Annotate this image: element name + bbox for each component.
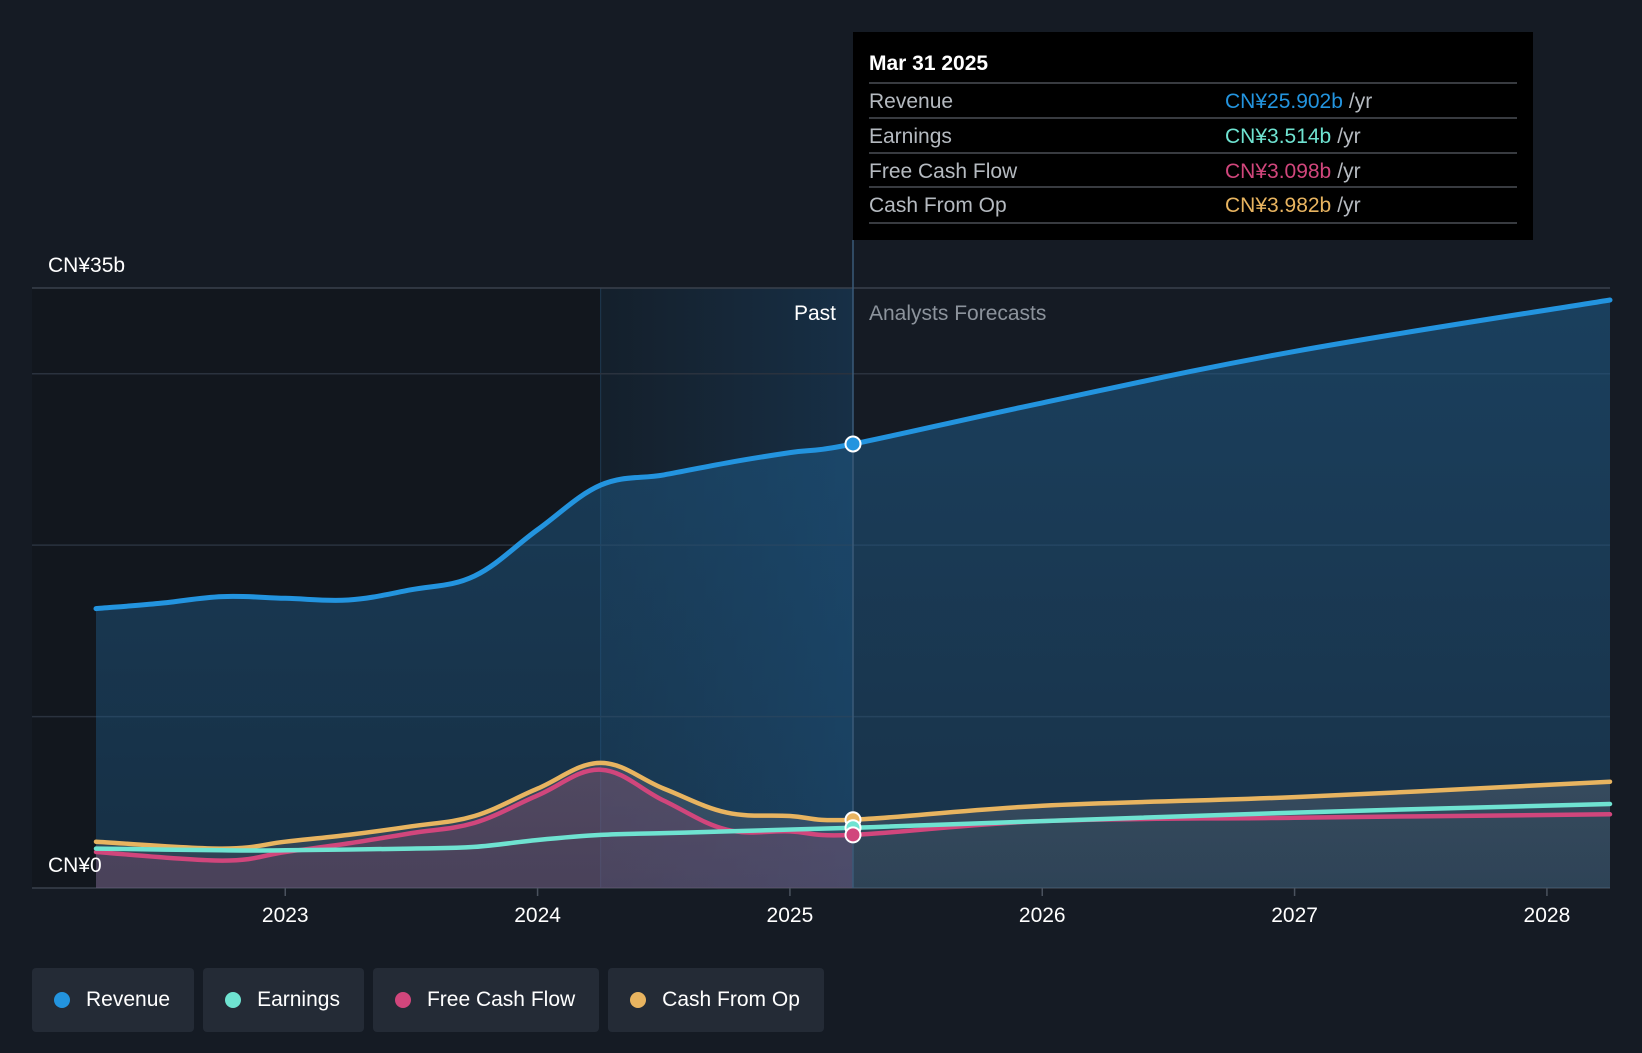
- series-line-cfo: [93, 760, 1613, 851]
- forecast-label: Analysts Forecasts: [869, 302, 1046, 325]
- tooltip-label: Cash From Op: [869, 194, 1007, 217]
- legend-item-free-cash-flow[interactable]: Free Cash Flow: [372, 968, 600, 1032]
- legend-item-earnings[interactable]: Earnings: [203, 968, 364, 1032]
- tooltip-unit: /yr: [1337, 194, 1360, 217]
- tooltip-unit: /yr: [1337, 160, 1360, 183]
- tooltip-value: CN¥3.982b/yr: [1225, 194, 1361, 217]
- legend-item-cash-from-op[interactable]: Cash From Op: [608, 968, 824, 1032]
- marker-fcf: [844, 826, 862, 844]
- x-tick-label: 2025: [767, 904, 814, 927]
- legend-label: Earnings: [257, 988, 340, 1011]
- earnings-dot-icon: [225, 992, 242, 1008]
- marker-revenue: [844, 435, 862, 453]
- tooltip-label: Free Cash Flow: [869, 160, 1018, 183]
- x-tick-label: 2028: [1524, 904, 1571, 927]
- cash-from-op-dot-icon: [630, 992, 647, 1008]
- tooltip-date: Mar 31 2025: [869, 52, 988, 75]
- legend-item-revenue[interactable]: Revenue: [32, 968, 195, 1032]
- free-cash-flow-dot-icon: [394, 992, 411, 1008]
- series-line-revenue: [93, 297, 1613, 612]
- past-label: Past: [794, 302, 836, 325]
- legend-label: Revenue: [86, 988, 171, 1011]
- x-tick-label: 2026: [1019, 904, 1066, 927]
- tooltip-value: CN¥3.514b/yr: [1225, 125, 1361, 148]
- chart-legend: Revenue Earnings Free Cash Flow Cash Fro…: [32, 968, 824, 1032]
- tooltip-value: CN¥25.902b/yr: [1225, 90, 1372, 113]
- tooltip-box: [853, 32, 1533, 240]
- tooltip-unit: /yr: [1337, 125, 1360, 148]
- legend-label: Free Cash Flow: [426, 988, 576, 1011]
- tooltip-unit: /yr: [1349, 90, 1372, 113]
- x-tick-label: 2027: [1271, 904, 1318, 927]
- y-axis-bottom-label: CN¥0: [48, 854, 102, 877]
- x-tick-label: 2024: [514, 904, 561, 927]
- tooltip-label: Earnings: [869, 125, 952, 148]
- legend-label: Cash From Op: [662, 988, 800, 1011]
- free-cash-flow-area: [96, 769, 853, 888]
- y-axis-top-label: CN¥35b: [48, 254, 125, 277]
- series-line-earnings: [93, 801, 1613, 853]
- x-tick-label: 2023: [262, 904, 309, 927]
- revenue-dot-icon: [54, 992, 70, 1008]
- tooltip-value: CN¥3.098b/yr: [1225, 160, 1361, 183]
- tooltip-label: Revenue: [869, 90, 953, 113]
